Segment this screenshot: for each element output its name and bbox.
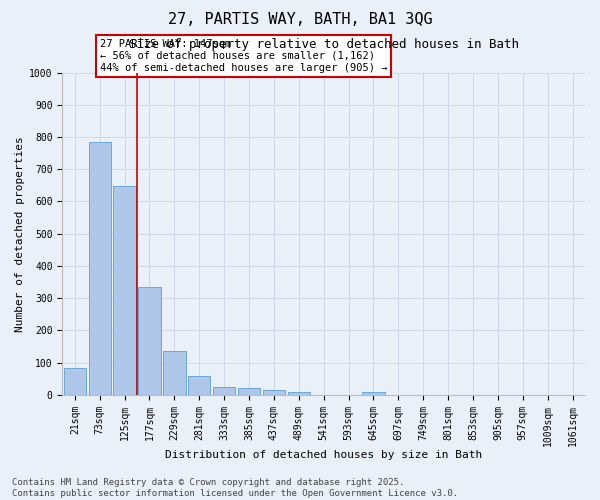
Y-axis label: Number of detached properties: Number of detached properties — [15, 136, 25, 332]
Title: Size of property relative to detached houses in Bath: Size of property relative to detached ho… — [128, 38, 518, 51]
Bar — [287, 392, 310, 395]
Bar — [213, 387, 235, 395]
Bar — [64, 368, 86, 395]
Text: Contains HM Land Registry data © Crown copyright and database right 2025.
Contai: Contains HM Land Registry data © Crown c… — [12, 478, 458, 498]
Bar — [188, 376, 211, 395]
X-axis label: Distribution of detached houses by size in Bath: Distribution of detached houses by size … — [165, 450, 482, 460]
Bar — [263, 390, 285, 395]
Bar — [138, 287, 161, 395]
Bar — [113, 186, 136, 395]
Text: 27, PARTIS WAY, BATH, BA1 3QG: 27, PARTIS WAY, BATH, BA1 3QG — [167, 12, 433, 28]
Text: 27 PARTIS WAY: 147sqm
← 56% of detached houses are smaller (1,162)
44% of semi-d: 27 PARTIS WAY: 147sqm ← 56% of detached … — [100, 40, 387, 72]
Bar — [89, 142, 111, 395]
Bar — [163, 352, 185, 395]
Bar — [362, 392, 385, 395]
Bar — [238, 388, 260, 395]
